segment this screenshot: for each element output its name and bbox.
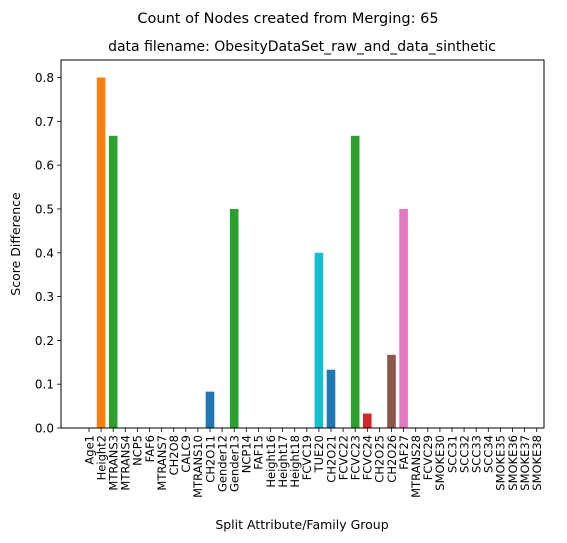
- y-tick-label: 0.5: [35, 202, 54, 216]
- x-tick-label: MTRANS7: [155, 435, 169, 491]
- x-tick-label: MTRANS3: [107, 435, 121, 491]
- x-axis-label: Split Attribute/Family Group: [215, 517, 388, 532]
- x-tick-label: CH2O26: [385, 435, 399, 483]
- x-tick-label: FCVC24: [361, 435, 375, 480]
- bar-FAF27: [399, 208, 408, 428]
- x-tick-label: NCP14: [240, 435, 254, 473]
- x-tick-label: Height16: [264, 435, 278, 488]
- bar-CH2O21: [326, 369, 336, 428]
- bar-Gender13: [229, 208, 239, 428]
- x-tick-label: SMOKE37: [518, 435, 532, 491]
- x-tick-label: CALC9: [179, 435, 193, 473]
- y-tick-label: 0.0: [35, 422, 54, 436]
- x-tick-label: FCVC23: [349, 435, 363, 480]
- y-tick-label: 0.4: [35, 246, 54, 260]
- bar-MTRANS3: [108, 135, 118, 429]
- x-tick-label: SCC33: [470, 435, 484, 473]
- bar-Height2: [96, 77, 106, 429]
- x-tick-label: SCC32: [457, 435, 471, 473]
- bar-CH2O26: [387, 354, 396, 428]
- x-tick-label: SMOKE36: [506, 435, 520, 491]
- x-tick-label: TUE20: [312, 435, 326, 473]
- x-tick-label: Gender13: [228, 435, 242, 492]
- x-tick-label: FAF27: [397, 435, 411, 470]
- x-tick-label: FAF15: [252, 435, 266, 470]
- x-tick-label: Height2: [94, 435, 108, 480]
- x-tick-label: CH2O8: [167, 435, 181, 475]
- x-tick-label: FCVC19: [300, 435, 314, 480]
- x-tick-label: SMOKE30: [433, 435, 447, 491]
- x-tick-label: SCC34: [482, 435, 496, 473]
- plot-frame: [60, 59, 545, 429]
- y-tick-label: 0.7: [35, 115, 54, 129]
- x-tick-label: Height17: [276, 435, 290, 488]
- x-tick-label: CH2O21: [324, 435, 338, 483]
- bar-FCVC23: [350, 135, 360, 429]
- bar-TUE20: [314, 252, 324, 428]
- x-tick-label: SMOKE38: [530, 435, 544, 491]
- y-tick-label: 0.2: [35, 334, 54, 348]
- y-tick-label: 0.3: [35, 290, 54, 304]
- y-axis: 0.0 0.1 0.2 0.3 0.4 0.5 0.6 0.7 0.8: [35, 71, 61, 436]
- x-tick-label: Height18: [288, 435, 302, 488]
- chart-suptitle: Count of Nodes created from Merging: 65: [137, 11, 438, 27]
- y-tick-label: 0.1: [35, 378, 54, 392]
- x-tick-label: NCP5: [131, 435, 145, 466]
- x-tick-label: SMOKE35: [494, 435, 508, 491]
- y-tick-label: 0.6: [35, 159, 54, 173]
- bar-CH2O11: [205, 391, 215, 428]
- x-axis: Age1Height2MTRANS3MTRANS4NCP5FAF6MTRANS7…: [82, 428, 544, 498]
- x-tick-label: CH2O11: [203, 435, 217, 483]
- x-tick-label: FAF6: [143, 435, 157, 462]
- y-axis-label: Score Difference: [8, 192, 23, 296]
- x-tick-label: MTRANS4: [119, 435, 133, 491]
- x-tick-label: Gender12: [215, 435, 229, 492]
- bars-group: [96, 77, 408, 429]
- bar-FCVC24: [363, 413, 372, 428]
- x-tick-label: MTRANS10: [191, 435, 205, 498]
- x-tick-label: SCC31: [445, 435, 459, 473]
- chart-title: data filename: ObesityDataSet_raw_and_da…: [108, 39, 496, 55]
- x-tick-label: MTRANS28: [409, 435, 423, 498]
- y-tick-label: 0.8: [35, 71, 54, 85]
- x-tick-label: Age1: [82, 435, 96, 465]
- x-tick-label: FCVC29: [421, 435, 435, 480]
- x-tick-label: CH2O25: [373, 435, 387, 483]
- x-tick-label: FCVC22: [336, 435, 350, 480]
